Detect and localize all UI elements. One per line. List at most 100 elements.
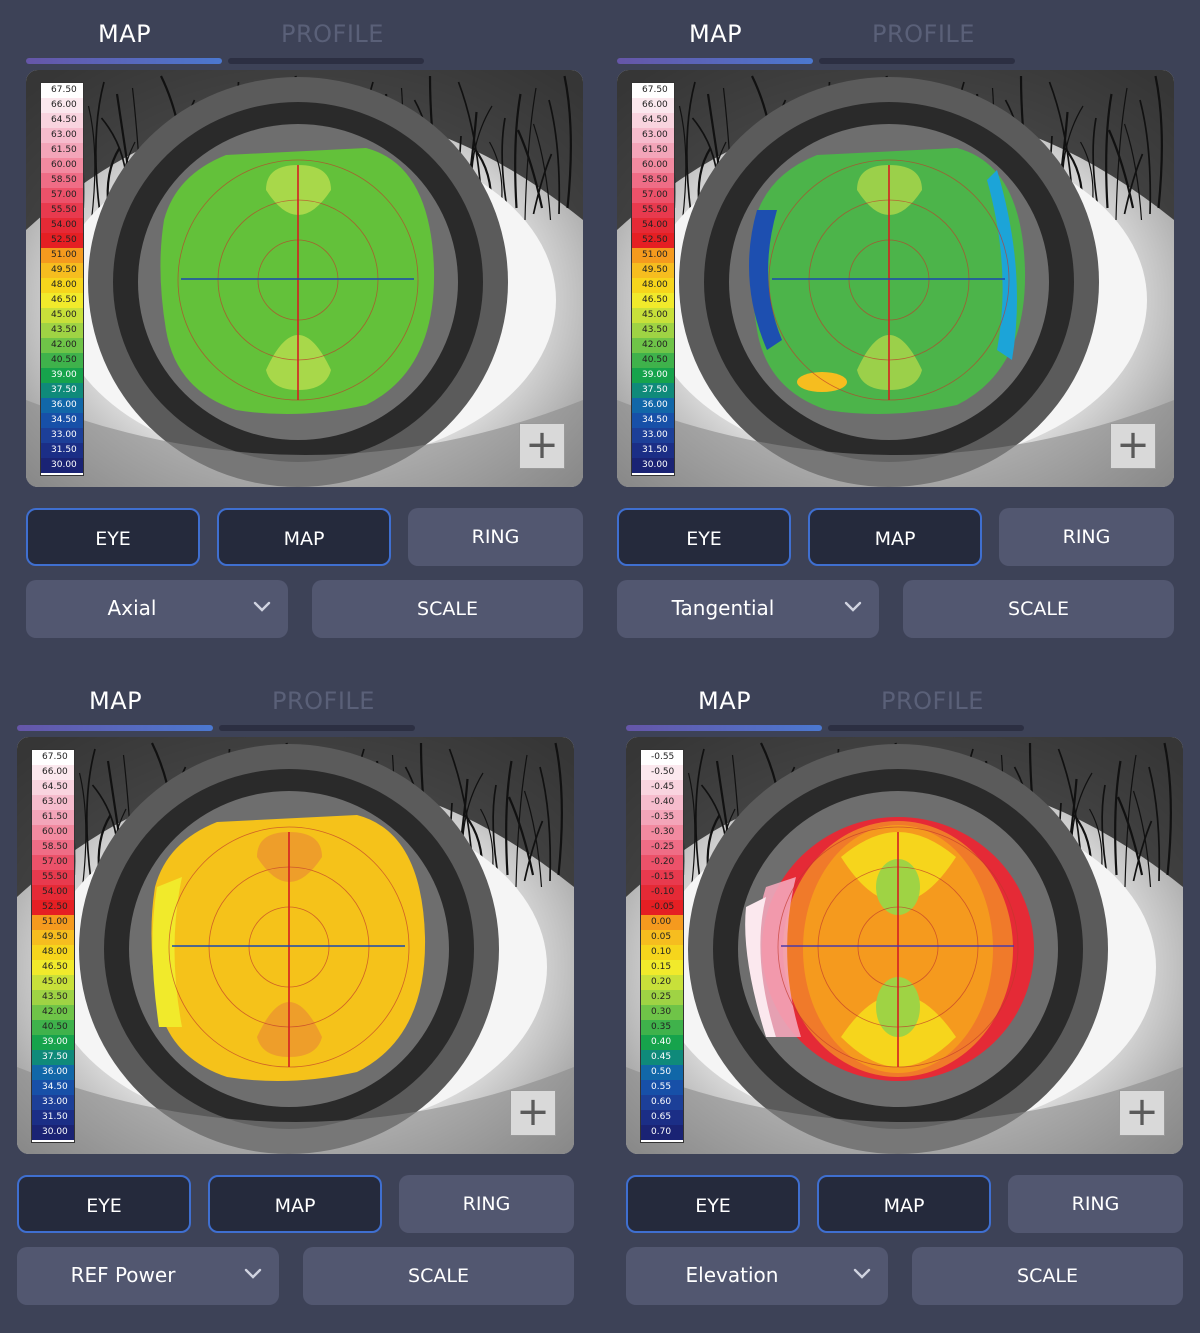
scale-entry: 48.00	[632, 278, 674, 293]
scale-value: 49.50	[48, 263, 83, 278]
scale-swatch	[641, 870, 648, 885]
scale-swatch	[632, 233, 639, 248]
map-viewer[interactable]: 67.50 66.00 64.50 63.00 61.50 60.00 58.5…	[617, 70, 1174, 487]
scale-swatch	[32, 900, 39, 915]
scale-entry: -0.55	[641, 750, 683, 765]
scale-entry: 52.50	[41, 233, 83, 248]
scale-swatch	[32, 795, 39, 810]
map-type-label: Tangential	[671, 596, 775, 620]
scale-swatch	[632, 383, 639, 398]
ring-button[interactable]: RING	[408, 508, 583, 566]
eye-button[interactable]: EYE	[26, 508, 200, 566]
tab-map[interactable]: MAP	[89, 687, 143, 715]
scale-entry: 60.00	[32, 825, 74, 840]
map-button[interactable]: MAP	[208, 1175, 382, 1233]
scale-value: 66.00	[39, 765, 74, 780]
scale-entry: 42.00	[632, 338, 674, 353]
scale-swatch	[641, 990, 648, 1005]
scale-entry: 34.50	[32, 1080, 74, 1095]
tab-profile[interactable]: PROFILE	[281, 20, 384, 48]
tab-indicator-active	[26, 58, 222, 64]
scale-value: 31.50	[39, 1110, 74, 1125]
scale-value: 33.00	[39, 1095, 74, 1110]
scale-swatch	[41, 278, 48, 293]
topography-panel: MAP PROFILE	[626, 667, 1196, 1317]
tab-profile[interactable]: PROFILE	[881, 687, 984, 715]
scale-button[interactable]: SCALE	[303, 1247, 574, 1305]
scale-value: 46.50	[39, 960, 74, 975]
topography-panel: MAP PROFILE 67.50 66.00	[17, 667, 587, 1317]
scale-value: 48.00	[639, 278, 674, 293]
scale-button[interactable]: SCALE	[312, 580, 583, 638]
topography-panel: MAP PROFILE 67.50 66.00	[26, 0, 596, 650]
map-type-dropdown[interactable]: Axial	[26, 580, 288, 638]
scale-entry: -0.05	[641, 900, 683, 915]
scale-swatch	[32, 765, 39, 780]
scale-value: 0.10	[648, 945, 683, 960]
map-type-dropdown[interactable]: REF Power	[17, 1247, 279, 1305]
map-type-dropdown[interactable]: Elevation	[626, 1247, 888, 1305]
scale-swatch	[32, 1005, 39, 1020]
scale-swatch	[632, 338, 639, 353]
map-button[interactable]: MAP	[817, 1175, 991, 1233]
tab-profile[interactable]: PROFILE	[272, 687, 375, 715]
eye-button[interactable]: EYE	[626, 1175, 800, 1233]
plus-icon[interactable]: +	[510, 1090, 556, 1136]
scale-value: 0.70	[648, 1125, 683, 1140]
tab-map[interactable]: MAP	[689, 20, 743, 48]
scale-swatch	[32, 975, 39, 990]
scale-entry: 57.00	[32, 855, 74, 870]
view-tabs: MAP PROFILE	[626, 667, 1026, 737]
ring-button[interactable]: RING	[1008, 1175, 1183, 1233]
ring-button[interactable]: RING	[399, 1175, 574, 1233]
scale-entry: 42.00	[41, 338, 83, 353]
map-button[interactable]: MAP	[808, 508, 982, 566]
scale-entry: 0.70	[641, 1125, 683, 1140]
ring-button[interactable]: RING	[999, 508, 1174, 566]
plus-icon[interactable]: +	[1110, 423, 1156, 469]
plus-icon[interactable]: +	[519, 423, 565, 469]
view-buttons: EYE MAP RING	[626, 1175, 1183, 1233]
scale-entry: 33.00	[632, 428, 674, 443]
scale-value: 0.00	[648, 915, 683, 930]
scale-swatch	[41, 338, 48, 353]
scale-entry: 43.50	[32, 990, 74, 1005]
scale-entry: 39.00	[632, 368, 674, 383]
scale-value: 0.45	[648, 1050, 683, 1065]
tab-map[interactable]: MAP	[698, 687, 752, 715]
tab-indicator-active	[17, 725, 213, 731]
scale-value: -0.05	[648, 900, 683, 915]
scale-value: 48.00	[48, 278, 83, 293]
tab-profile[interactable]: PROFILE	[872, 20, 975, 48]
tab-map[interactable]: MAP	[98, 20, 152, 48]
scale-swatch	[32, 1095, 39, 1110]
scale-value: 61.50	[48, 143, 83, 158]
scale-value: 40.50	[48, 353, 83, 368]
scale-value: 64.50	[39, 780, 74, 795]
scale-swatch	[641, 930, 648, 945]
eye-button[interactable]: EYE	[617, 508, 791, 566]
map-viewer[interactable]: 67.50 66.00 64.50 63.00 61.50 60.00 58.5…	[26, 70, 583, 487]
plus-icon[interactable]: +	[1119, 1090, 1165, 1136]
scale-value: 45.00	[39, 975, 74, 990]
chevron-down-icon	[244, 1268, 262, 1279]
map-viewer[interactable]: 67.50 66.00 64.50 63.00 61.50 60.00 58.5…	[17, 737, 574, 1154]
eye-button[interactable]: EYE	[17, 1175, 191, 1233]
scale-button[interactable]: SCALE	[903, 580, 1174, 638]
scale-swatch	[641, 810, 648, 825]
scale-value: -0.50	[648, 765, 683, 780]
scale-entry: 51.00	[32, 915, 74, 930]
scale-swatch	[632, 173, 639, 188]
scale-swatch	[632, 203, 639, 218]
scale-swatch	[41, 353, 48, 368]
scale-swatch	[41, 158, 48, 173]
map-button[interactable]: MAP	[217, 508, 391, 566]
scale-value: 34.50	[48, 413, 83, 428]
map-type-dropdown[interactable]: Tangential	[617, 580, 879, 638]
scale-button[interactable]: SCALE	[912, 1247, 1183, 1305]
scale-swatch	[632, 188, 639, 203]
scale-value: 0.55	[648, 1080, 683, 1095]
scale-entry: 39.00	[41, 368, 83, 383]
map-viewer[interactable]: -0.55 -0.50 -0.45 -0.40 -0.35 -0.30 -0.2…	[626, 737, 1183, 1154]
scale-swatch	[641, 1035, 648, 1050]
